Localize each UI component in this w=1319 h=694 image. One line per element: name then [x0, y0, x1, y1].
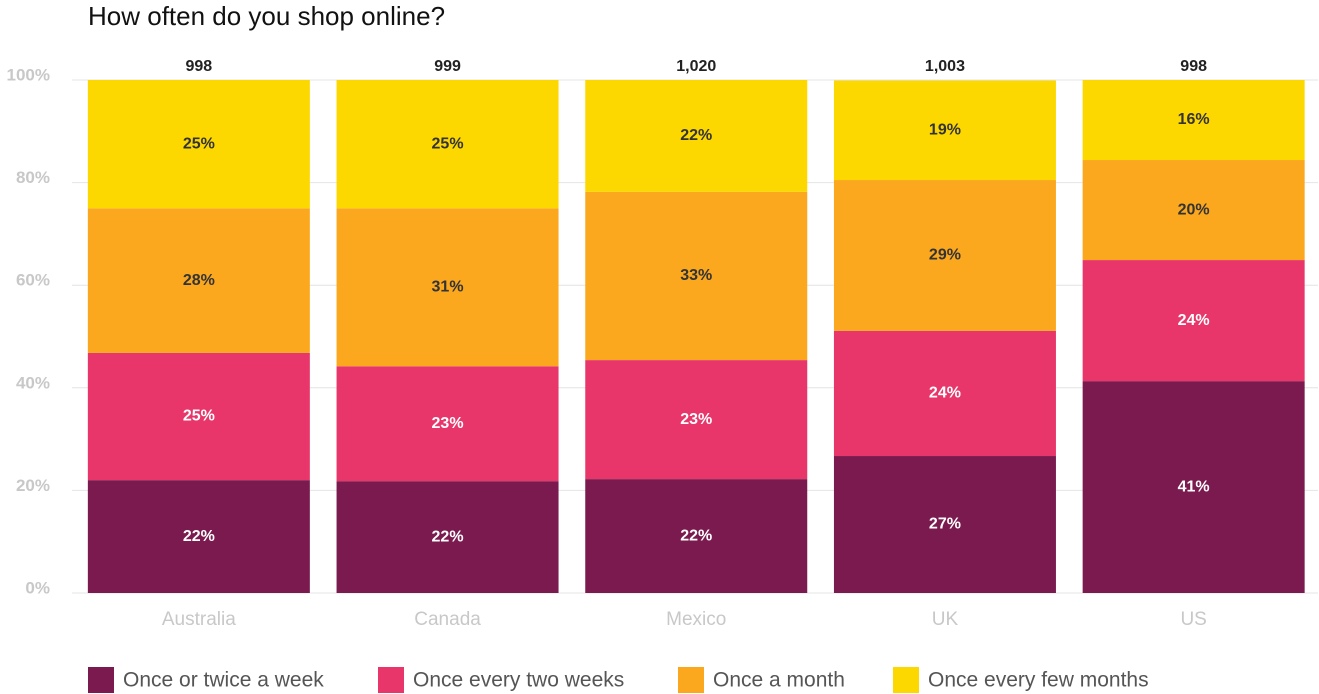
bar-segment	[1082, 80, 1305, 161]
y-tick-label: 100%	[7, 65, 50, 84]
bar-segment	[585, 479, 808, 593]
sample-size: 1,020	[676, 58, 716, 75]
data-label: 20%	[1178, 201, 1210, 218]
bar-segment	[833, 456, 1056, 593]
y-tick-label: 80%	[16, 168, 50, 187]
x-tick-label: Australia	[162, 609, 236, 630]
data-label: 29%	[929, 247, 961, 264]
bar-segment	[87, 352, 310, 481]
bar-segment	[833, 180, 1056, 331]
data-label: 22%	[680, 127, 712, 144]
data-label: 25%	[432, 135, 464, 152]
bar-segment	[585, 80, 808, 192]
bar-segment	[87, 480, 310, 593]
data-label: 24%	[929, 385, 961, 402]
bar-segment	[1082, 160, 1305, 261]
bar-segment	[1082, 381, 1305, 593]
legend-label: Once every two weeks	[413, 669, 624, 692]
data-label: 25%	[183, 408, 215, 425]
legend-swatch	[88, 667, 114, 693]
bar-segment	[87, 208, 310, 353]
bar-segment	[1082, 260, 1305, 382]
y-tick-label: 40%	[16, 373, 50, 392]
sample-size: 998	[1180, 58, 1207, 75]
sample-size: 1,003	[925, 58, 965, 75]
data-label: 23%	[432, 415, 464, 432]
data-label: 31%	[432, 278, 464, 295]
y-tick-label: 60%	[16, 271, 50, 290]
bar-segment	[336, 366, 559, 482]
y-tick-label: 20%	[16, 476, 50, 495]
sample-size: 998	[185, 58, 212, 75]
legend-label: Once every few months	[928, 669, 1149, 692]
sample-size: 999	[434, 58, 461, 75]
data-label: 22%	[183, 528, 215, 545]
bar-segment	[87, 80, 310, 209]
bar-segment	[833, 330, 1056, 457]
x-tick-label: UK	[932, 609, 959, 630]
bar-segment	[336, 80, 559, 209]
x-tick-label: US	[1180, 609, 1206, 630]
bar-segment	[833, 80, 1056, 181]
legend-swatch	[893, 667, 919, 693]
chart-title: How often do you shop online?	[88, 1, 445, 31]
y-tick-label: 0%	[25, 578, 50, 597]
legend-label: Once a month	[713, 669, 845, 692]
data-label: 19%	[929, 121, 961, 138]
bar-segment	[585, 360, 808, 480]
data-label: 33%	[680, 267, 712, 284]
x-tick-label: Mexico	[666, 609, 726, 630]
layer	[87, 80, 1305, 593]
legend-swatch	[678, 667, 704, 693]
data-label: 22%	[680, 527, 712, 544]
bar-segment	[336, 208, 559, 367]
data-label: 25%	[183, 135, 215, 152]
data-label: 16%	[1178, 111, 1210, 128]
data-label: 23%	[680, 411, 712, 428]
data-label: 27%	[929, 516, 961, 533]
legend-swatch	[378, 667, 404, 693]
bar-segment	[336, 481, 559, 593]
bar-segment	[585, 191, 808, 361]
data-label: 28%	[183, 272, 215, 289]
data-label: 22%	[432, 528, 464, 545]
data-label: 41%	[1178, 478, 1210, 495]
layer: 0% 20% 40% 60% 80% 100% Australia 998 22% 25% 28% 2…	[7, 58, 1210, 693]
data-label: 24%	[1178, 312, 1210, 329]
x-tick-label: Canada	[414, 609, 481, 630]
legend-label: Once or twice a week	[123, 669, 324, 692]
